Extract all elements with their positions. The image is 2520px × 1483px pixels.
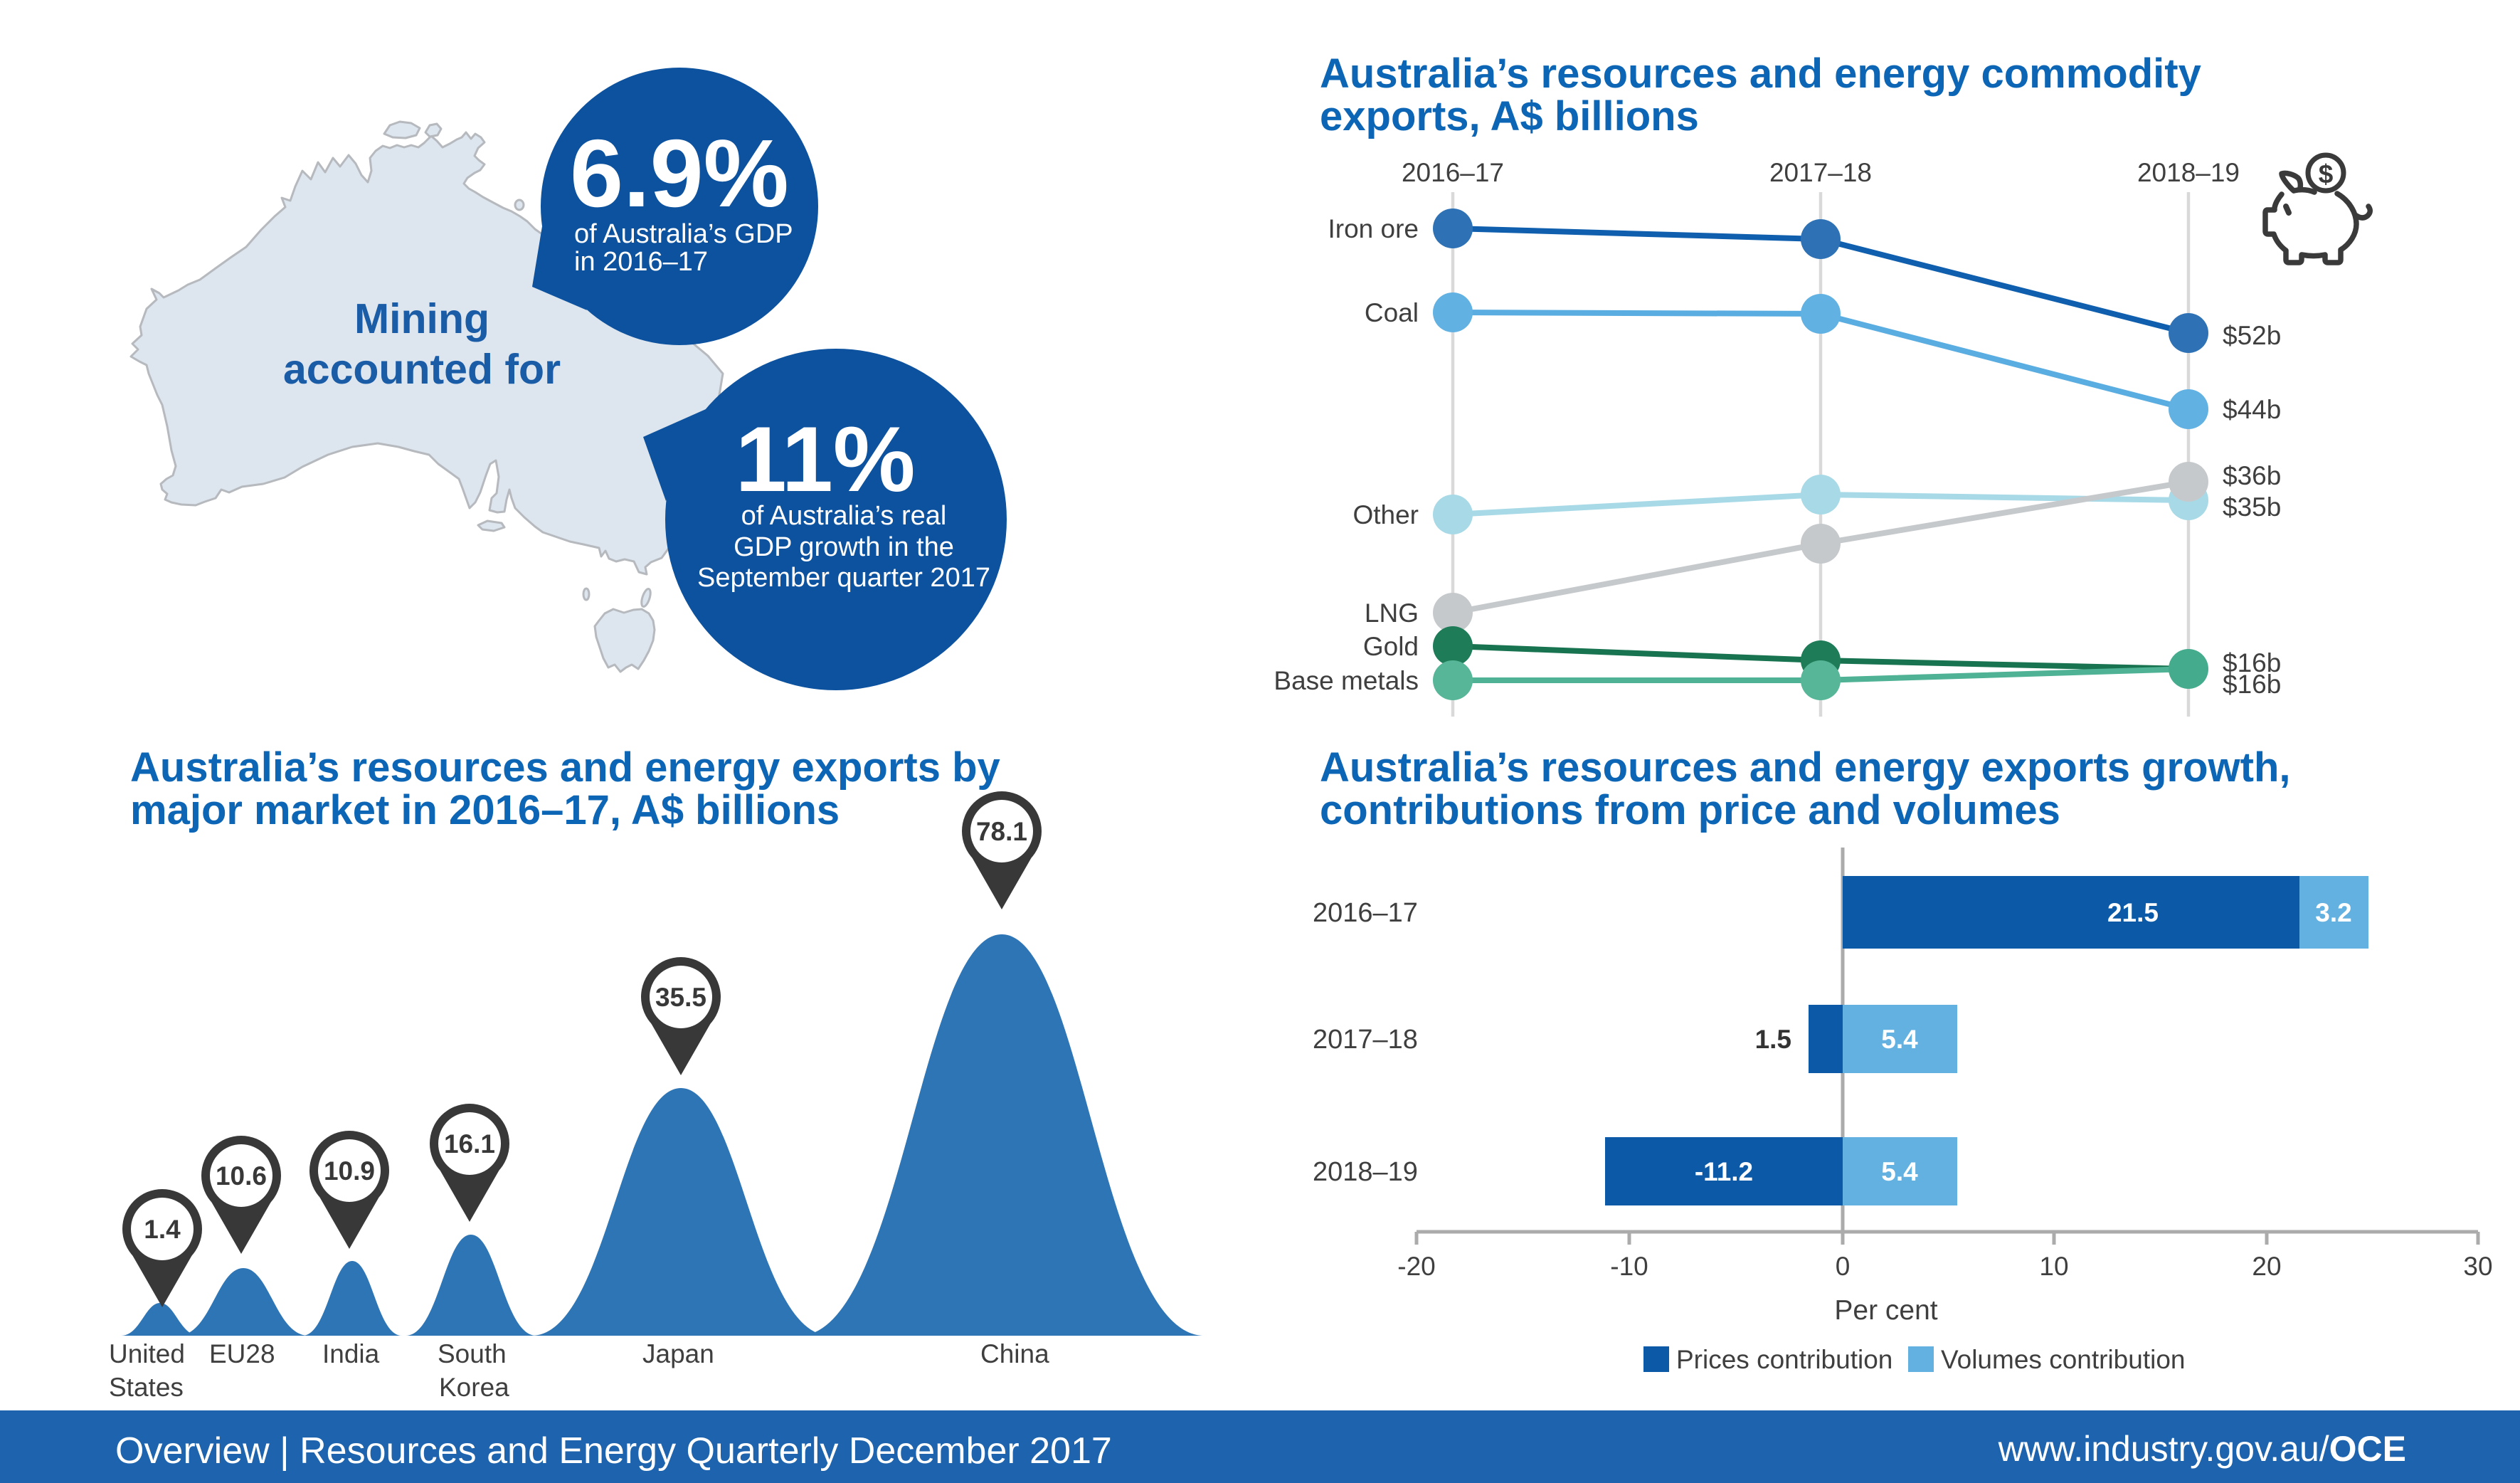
svg-text:www.industry.gov.au/OCE: www.industry.gov.au/OCE (1998, 1429, 2406, 1469)
svg-text:1.4: 1.4 (144, 1215, 181, 1244)
svg-text:1.5: 1.5 (1755, 1025, 1791, 1054)
svg-text:Overview | Resources and Energ: Overview | Resources and Energy Quarterl… (115, 1430, 1112, 1472)
svg-text:EU28: EU28 (209, 1339, 275, 1368)
svg-text:0: 0 (1836, 1252, 1851, 1281)
svg-text:21.5: 21.5 (2107, 898, 2159, 927)
svg-text:Prices contribution: Prices contribution (1676, 1345, 1892, 1374)
svg-text:Mining: Mining (354, 295, 489, 342)
svg-text:6.9%: 6.9% (570, 120, 789, 227)
svg-text:5.4: 5.4 (1881, 1025, 1918, 1054)
svg-text:GDP growth in the: GDP growth in the (734, 532, 954, 562)
svg-text:India: India (322, 1339, 380, 1368)
svg-text:Gold: Gold (1363, 632, 1419, 661)
svg-text:of Australia’s GDP: of Australia’s GDP (574, 219, 793, 249)
svg-text:2017–18: 2017–18 (1313, 1025, 1418, 1055)
svg-text:$44b: $44b (2223, 395, 2281, 424)
svg-text:5.4: 5.4 (1881, 1157, 1918, 1186)
svg-text:Australia’s resources and ener: Australia’s resources and energy exports… (130, 744, 1000, 791)
svg-text:States: States (109, 1373, 184, 1402)
svg-text:2017–18: 2017–18 (1769, 158, 1872, 187)
svg-text:30: 30 (2463, 1252, 2492, 1281)
svg-text:$: $ (2319, 159, 2334, 189)
svg-text:$16b: $16b (2223, 648, 2281, 677)
svg-text:-11.2: -11.2 (1695, 1157, 1753, 1186)
svg-text:Korea: Korea (439, 1373, 509, 1402)
svg-text:accounted for: accounted for (283, 346, 561, 393)
svg-text:Australia’s resources and ener: Australia’s resources and energy commodi… (1320, 51, 2201, 97)
svg-text:10: 10 (2039, 1252, 2068, 1281)
svg-text:in 2016–17: in 2016–17 (574, 247, 708, 277)
svg-text:$16b: $16b (2223, 670, 2281, 699)
svg-text:20: 20 (2252, 1252, 2281, 1281)
svg-text:16.1: 16.1 (444, 1129, 495, 1159)
svg-text:35.5: 35.5 (655, 983, 706, 1012)
svg-text:78.1: 78.1 (976, 817, 1027, 846)
svg-text:of Australia’s real: of Australia’s real (741, 501, 947, 531)
svg-text:contributions from price and v: contributions from price and volumes (1320, 787, 2060, 833)
svg-text:Japan: Japan (642, 1339, 714, 1368)
svg-text:10.9: 10.9 (324, 1156, 375, 1186)
svg-text:Coal: Coal (1365, 298, 1419, 327)
svg-text:11%: 11% (735, 407, 915, 511)
svg-text:Australia’s resources and ener: Australia’s resources and energy exports… (1320, 744, 2291, 791)
svg-text:3.2: 3.2 (2315, 898, 2351, 927)
svg-text:$35b: $35b (2223, 492, 2281, 522)
svg-text:2016–17: 2016–17 (1402, 158, 1504, 187)
svg-text:-10: -10 (1610, 1252, 1648, 1281)
svg-text:exports, A$ billions: exports, A$ billions (1320, 93, 1699, 139)
svg-text:Iron ore: Iron ore (1328, 214, 1419, 243)
svg-text:-20: -20 (1397, 1252, 1435, 1281)
svg-text:2018–19: 2018–19 (1313, 1157, 1418, 1187)
svg-text:Volumes contribution: Volumes contribution (1941, 1345, 2185, 1374)
svg-text:2016–17: 2016–17 (1313, 898, 1418, 928)
svg-text:Per cent: Per cent (1834, 1295, 1937, 1326)
svg-text:LNG: LNG (1365, 598, 1419, 628)
svg-text:South: South (438, 1339, 507, 1368)
svg-text:major market in 2016–17, A$ bi: major market in 2016–17, A$ billions (130, 787, 840, 833)
svg-text:China: China (980, 1339, 1049, 1368)
svg-text:$52b: $52b (2223, 321, 2281, 350)
svg-text:United: United (109, 1339, 185, 1368)
svg-text:10.6: 10.6 (216, 1161, 267, 1191)
svg-text:September quarter 2017: September quarter 2017 (697, 563, 990, 593)
svg-text:Base metals: Base metals (1274, 666, 1419, 695)
svg-text:$36b: $36b (2223, 461, 2281, 490)
svg-text:2018–19: 2018–19 (2137, 158, 2240, 187)
svg-text:Other: Other (1352, 500, 1419, 529)
